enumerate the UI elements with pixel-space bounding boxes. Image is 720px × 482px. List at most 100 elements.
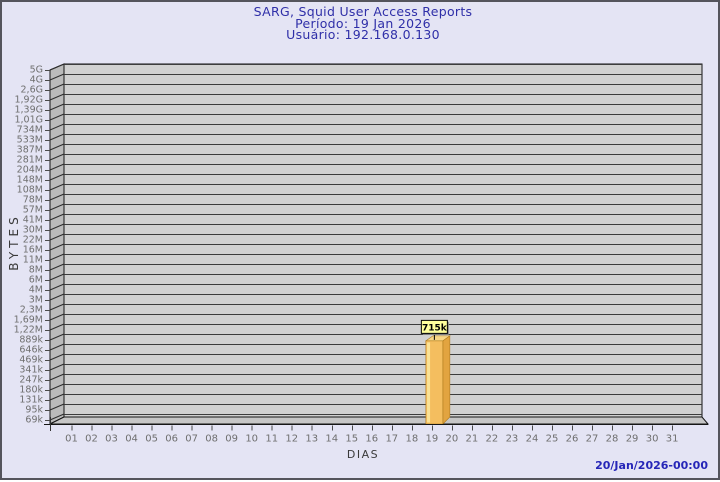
wall-gridline — [49, 133, 65, 141]
y-tick-label: 4G — [30, 75, 43, 86]
y-tick-label: 5G — [30, 65, 43, 76]
y-tick-label: 281M — [17, 155, 43, 166]
wall-gridline — [49, 343, 65, 351]
wall-gridline — [49, 283, 65, 291]
y-tick-label: 41M — [23, 215, 43, 226]
y-tick-label: 1,69M — [14, 315, 43, 326]
x-tick-label: 02 — [85, 434, 98, 445]
y-tick-label: 57M — [23, 205, 43, 216]
wall-gridline — [49, 413, 65, 421]
chart-subtitle-user: Usuário: 192.168.0.130 — [286, 27, 440, 42]
x-tick-label: 21 — [466, 434, 479, 445]
wall-gridline — [49, 143, 65, 151]
y-tick-label: 4M — [29, 285, 43, 296]
y-tick-label: 6M — [29, 275, 43, 286]
chart-title: SARG, Squid User Access Reports — [253, 4, 473, 19]
y-tick-label: 30M — [23, 225, 43, 236]
x-axis-title: DIAS — [346, 448, 380, 461]
wall-gridline — [49, 163, 65, 171]
wall-gridline — [49, 183, 65, 191]
x-tick-label: 10 — [245, 434, 258, 445]
x-tick-label: 29 — [626, 434, 639, 445]
y-tick-label: 69k — [25, 415, 43, 426]
x-tick-label: 15 — [345, 434, 358, 445]
y-tick-label: 247k — [19, 375, 43, 386]
x-tick-label: 14 — [325, 434, 338, 445]
wall-gridline — [49, 253, 65, 261]
x-tick-label: 30 — [646, 434, 659, 445]
wall-gridline — [49, 373, 65, 381]
x-tick-label: 25 — [546, 434, 559, 445]
wall-gridline — [49, 233, 65, 241]
x-tick-label: 05 — [145, 434, 158, 445]
y-tick-label: 8M — [29, 265, 43, 276]
wall-gridline — [49, 393, 65, 401]
y-tick-label: 1,01G — [14, 115, 43, 126]
wall-gridline — [49, 333, 65, 341]
y-tick-label: 469k — [19, 355, 43, 366]
wall-gridline — [49, 243, 65, 251]
x-tick-label: 24 — [526, 434, 539, 445]
wall-gridline — [49, 193, 65, 201]
chart-title-block: SARG, Squid User Access Reports Período:… — [2, 6, 720, 41]
x-tick-label: 28 — [606, 434, 619, 445]
y-tick-label: 204M — [17, 165, 43, 176]
wall-gridline — [49, 353, 65, 361]
plot-back-plane — [63, 63, 703, 418]
y-tick-label: 108M — [17, 185, 43, 196]
y-tick-label: 148M — [17, 175, 43, 186]
value-box — [420, 319, 448, 334]
wall-gridline — [49, 363, 65, 371]
wall-gridline — [49, 153, 65, 161]
wall-gridline — [49, 293, 65, 301]
y-tick-label: 1,22M — [14, 325, 43, 336]
bar-right-face — [442, 335, 451, 425]
x-tick-label: 20 — [446, 434, 459, 445]
wall-gridline — [49, 223, 65, 231]
wall-gridline — [49, 383, 65, 391]
wall-gridline — [49, 263, 65, 271]
y-tick-label: 16M — [23, 245, 43, 256]
y-tick-label: 341k — [19, 365, 43, 376]
y-tick-label: 387M — [17, 145, 43, 156]
wall-gridline — [49, 173, 65, 181]
y-tick-label: 3M — [29, 295, 43, 306]
x-tick-label: 08 — [205, 434, 218, 445]
y-tick-label: 95k — [25, 405, 43, 416]
y-tick-label: 78M — [23, 195, 43, 206]
wall-gridline — [49, 63, 65, 71]
wall-gridline — [49, 103, 65, 111]
y-tick-label: 11M — [23, 255, 43, 266]
y-tick-label: 533M — [17, 135, 43, 146]
y-tick-label: 131k — [19, 395, 43, 406]
y-tick-label: 734M — [17, 125, 43, 136]
y-tick-label: 2,6G — [21, 85, 43, 96]
y-tick-label: 1,92G — [14, 95, 43, 106]
chart-subtitle-period: Período: 19 Jan 2026 — [295, 15, 431, 31]
x-tick-label: 11 — [265, 434, 278, 445]
bar-highlight — [427, 342, 431, 423]
wall-gridline — [49, 213, 65, 221]
y-axis-title: BYTES — [7, 213, 21, 271]
plot-wall-left — [49, 63, 65, 425]
y-tick-label: 646k — [19, 345, 43, 356]
x-tick-label: 22 — [486, 434, 499, 445]
x-tick-label: 09 — [225, 434, 238, 445]
x-tick-label: 06 — [165, 434, 178, 445]
x-tick-label: 18 — [405, 434, 418, 445]
x-tick-label: 01 — [65, 434, 78, 445]
x-tick-label: 19 — [425, 434, 438, 445]
x-tick-label: 31 — [666, 434, 679, 445]
x-tick-label: 03 — [105, 434, 118, 445]
x-tick-label: 26 — [566, 434, 579, 445]
x-tick-label: 04 — [125, 434, 138, 445]
x-tick-label: 27 — [586, 434, 599, 445]
y-tick-label: 22M — [23, 235, 43, 246]
x-tick-label: 07 — [185, 434, 198, 445]
y-tick-label: 2,3M — [20, 305, 43, 316]
wall-gridline — [49, 73, 65, 81]
wall-gridline — [49, 123, 65, 131]
x-tick-label: 16 — [365, 434, 378, 445]
